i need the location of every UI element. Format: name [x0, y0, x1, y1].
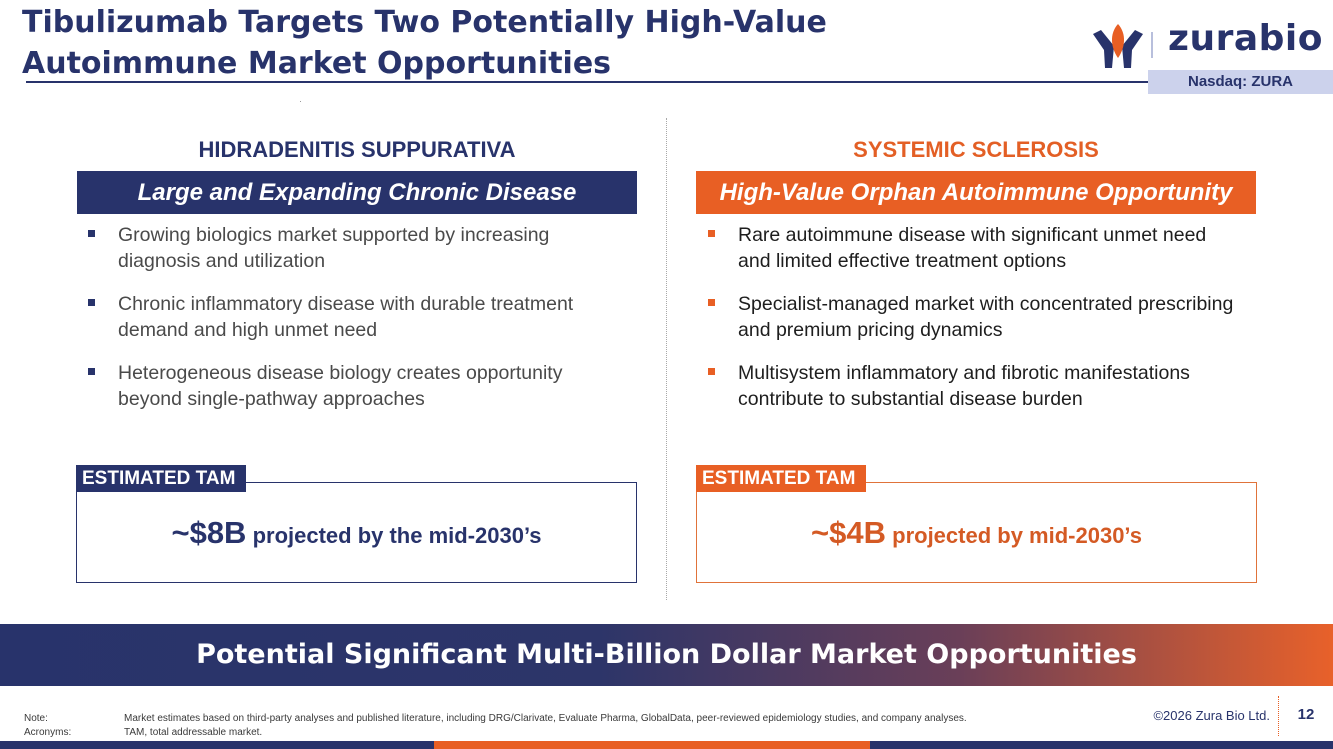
square-bullet-icon [88, 368, 95, 375]
acronyms-text: TAM, total addressable market. [124, 727, 263, 738]
list-item: Chronic inflammatory disease with durabl… [88, 291, 588, 343]
hs-bullet-list: Growing biologics market supported by in… [88, 222, 588, 429]
note-label: Note: [24, 713, 48, 724]
page-number-separator [1278, 696, 1279, 736]
list-item: Rare autoimmune disease with significant… [708, 222, 1238, 274]
hs-tam-description: projected by the mid-2030’s [246, 523, 542, 548]
page-title-line-2: Autoimmune Market Opportunities [22, 46, 612, 81]
page-title-line-1: Tibulizumab Targets Two Potentially High… [22, 5, 827, 40]
bullet-text: Specialist-managed market with concentra… [738, 293, 1234, 341]
ssc-bullet-list: Rare autoimmune disease with significant… [708, 222, 1238, 429]
hs-tam-label: ESTIMATED TAM [76, 465, 246, 492]
hs-banner: Large and Expanding Chronic Disease [77, 171, 637, 214]
ssc-tam-description: projected by mid-2030’s [886, 523, 1142, 548]
note-text: Market estimates based on third-party an… [124, 713, 967, 724]
square-bullet-icon [708, 299, 715, 306]
ticker-badge: Nasdaq: ZURA [1148, 70, 1333, 94]
hs-tam-text: ~$8B projected by the mid-2030’s [76, 515, 637, 551]
ssc-tam-value: ~$4B [811, 515, 887, 550]
square-bullet-icon [708, 230, 715, 237]
list-item: Growing biologics market supported by in… [88, 222, 588, 274]
bullet-text: Multisystem inflammatory and fibrotic ma… [738, 362, 1190, 410]
page-title: Tibulizumab Targets Two Potentially High… [22, 2, 1022, 84]
list-item: Specialist-managed market with concentra… [708, 291, 1238, 343]
square-bullet-icon [708, 368, 715, 375]
note-row: Note: Market estimates based on third-pa… [24, 712, 1104, 726]
bullet-text: Rare autoimmune disease with significant… [738, 224, 1207, 272]
ssc-tam-label: ESTIMATED TAM [696, 465, 866, 492]
bullet-text: Heterogeneous disease biology creates op… [118, 362, 563, 410]
company-logo: zurabio [1092, 18, 1332, 68]
acronyms-label: Acronyms: [24, 727, 72, 738]
logo-wordmark: zurabio [1168, 18, 1323, 59]
hs-tam-box [76, 482, 637, 583]
decorative-dot [300, 101, 301, 102]
summary-banner: Potential Significant Multi-Billion Doll… [0, 624, 1333, 686]
acronyms-row: Acronyms: TAM, total addressable market. [24, 726, 1104, 740]
copyright: ©2026 Zura Bio Ltd. [1153, 708, 1270, 723]
bullet-text: Growing biologics market supported by in… [118, 224, 550, 272]
ssc-banner: High-Value Orphan Autoimmune Opportunity [696, 171, 1256, 214]
footnotes: Note: Market estimates based on third-pa… [24, 712, 1104, 740]
footer-bar-navy-right [870, 741, 1333, 749]
list-item: Multisystem inflammatory and fibrotic ma… [708, 360, 1238, 412]
hs-heading: HIDRADENITIS SUPPURATIVA [198, 137, 516, 162]
column-divider [666, 118, 667, 600]
title-underline [26, 81, 1150, 83]
zurabio-logo-icon [1093, 24, 1143, 68]
ssc-heading: SYSTEMIC SCLEROSIS [853, 137, 1099, 162]
bullet-text: Chronic inflammatory disease with durabl… [118, 293, 574, 341]
ssc-tam-box [696, 482, 1257, 583]
footer-bar-navy [0, 741, 434, 749]
square-bullet-icon [88, 299, 95, 306]
ssc-tam-text: ~$4B projected by mid-2030’s [696, 515, 1257, 551]
logo-separator [1151, 32, 1153, 58]
square-bullet-icon [88, 230, 95, 237]
footer-bar-orange [434, 741, 870, 749]
list-item: Heterogeneous disease biology creates op… [88, 360, 588, 412]
hs-tam-value: ~$8B [171, 515, 247, 550]
page-number: 12 [1297, 706, 1315, 723]
